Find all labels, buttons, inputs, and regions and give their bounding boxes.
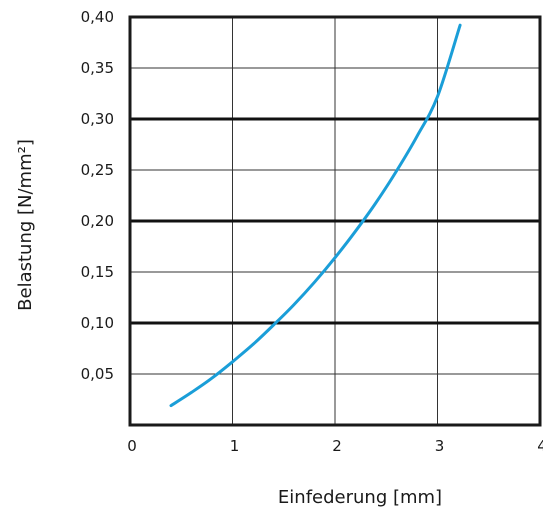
y-tick-label: 0,05 [81, 365, 114, 383]
y-tick-label: 0,20 [81, 212, 114, 230]
x-tick-label: 0 [127, 437, 137, 455]
x-tick-label: 3 [435, 437, 445, 455]
x-tick-label: 1 [230, 437, 240, 455]
x-axis-title: Einfederung [mm] [278, 487, 442, 508]
x-tick-label: 2 [332, 437, 342, 455]
y-tick-label: 0,15 [81, 263, 114, 281]
x-tick-label: 4 [537, 437, 543, 455]
grid-lines [130, 17, 540, 425]
y-tick-label: 0,30 [81, 110, 114, 128]
series-line [169, 23, 462, 408]
y-axis-title: Belastung [N/mm²] [15, 139, 36, 311]
y-tick-label: 0,35 [81, 59, 114, 77]
plot-frame [128, 15, 542, 427]
y-tick-label: 0,10 [81, 314, 114, 332]
y-tick-label: 0,25 [81, 161, 114, 179]
y-tick-labels: 0,05 0,10 0,15 0,20 0,25 0,30 0,35 0,40 [81, 8, 114, 383]
y-tick-label: 0,40 [81, 8, 114, 26]
x-tick-labels: 0 1 2 3 4 [127, 437, 543, 455]
